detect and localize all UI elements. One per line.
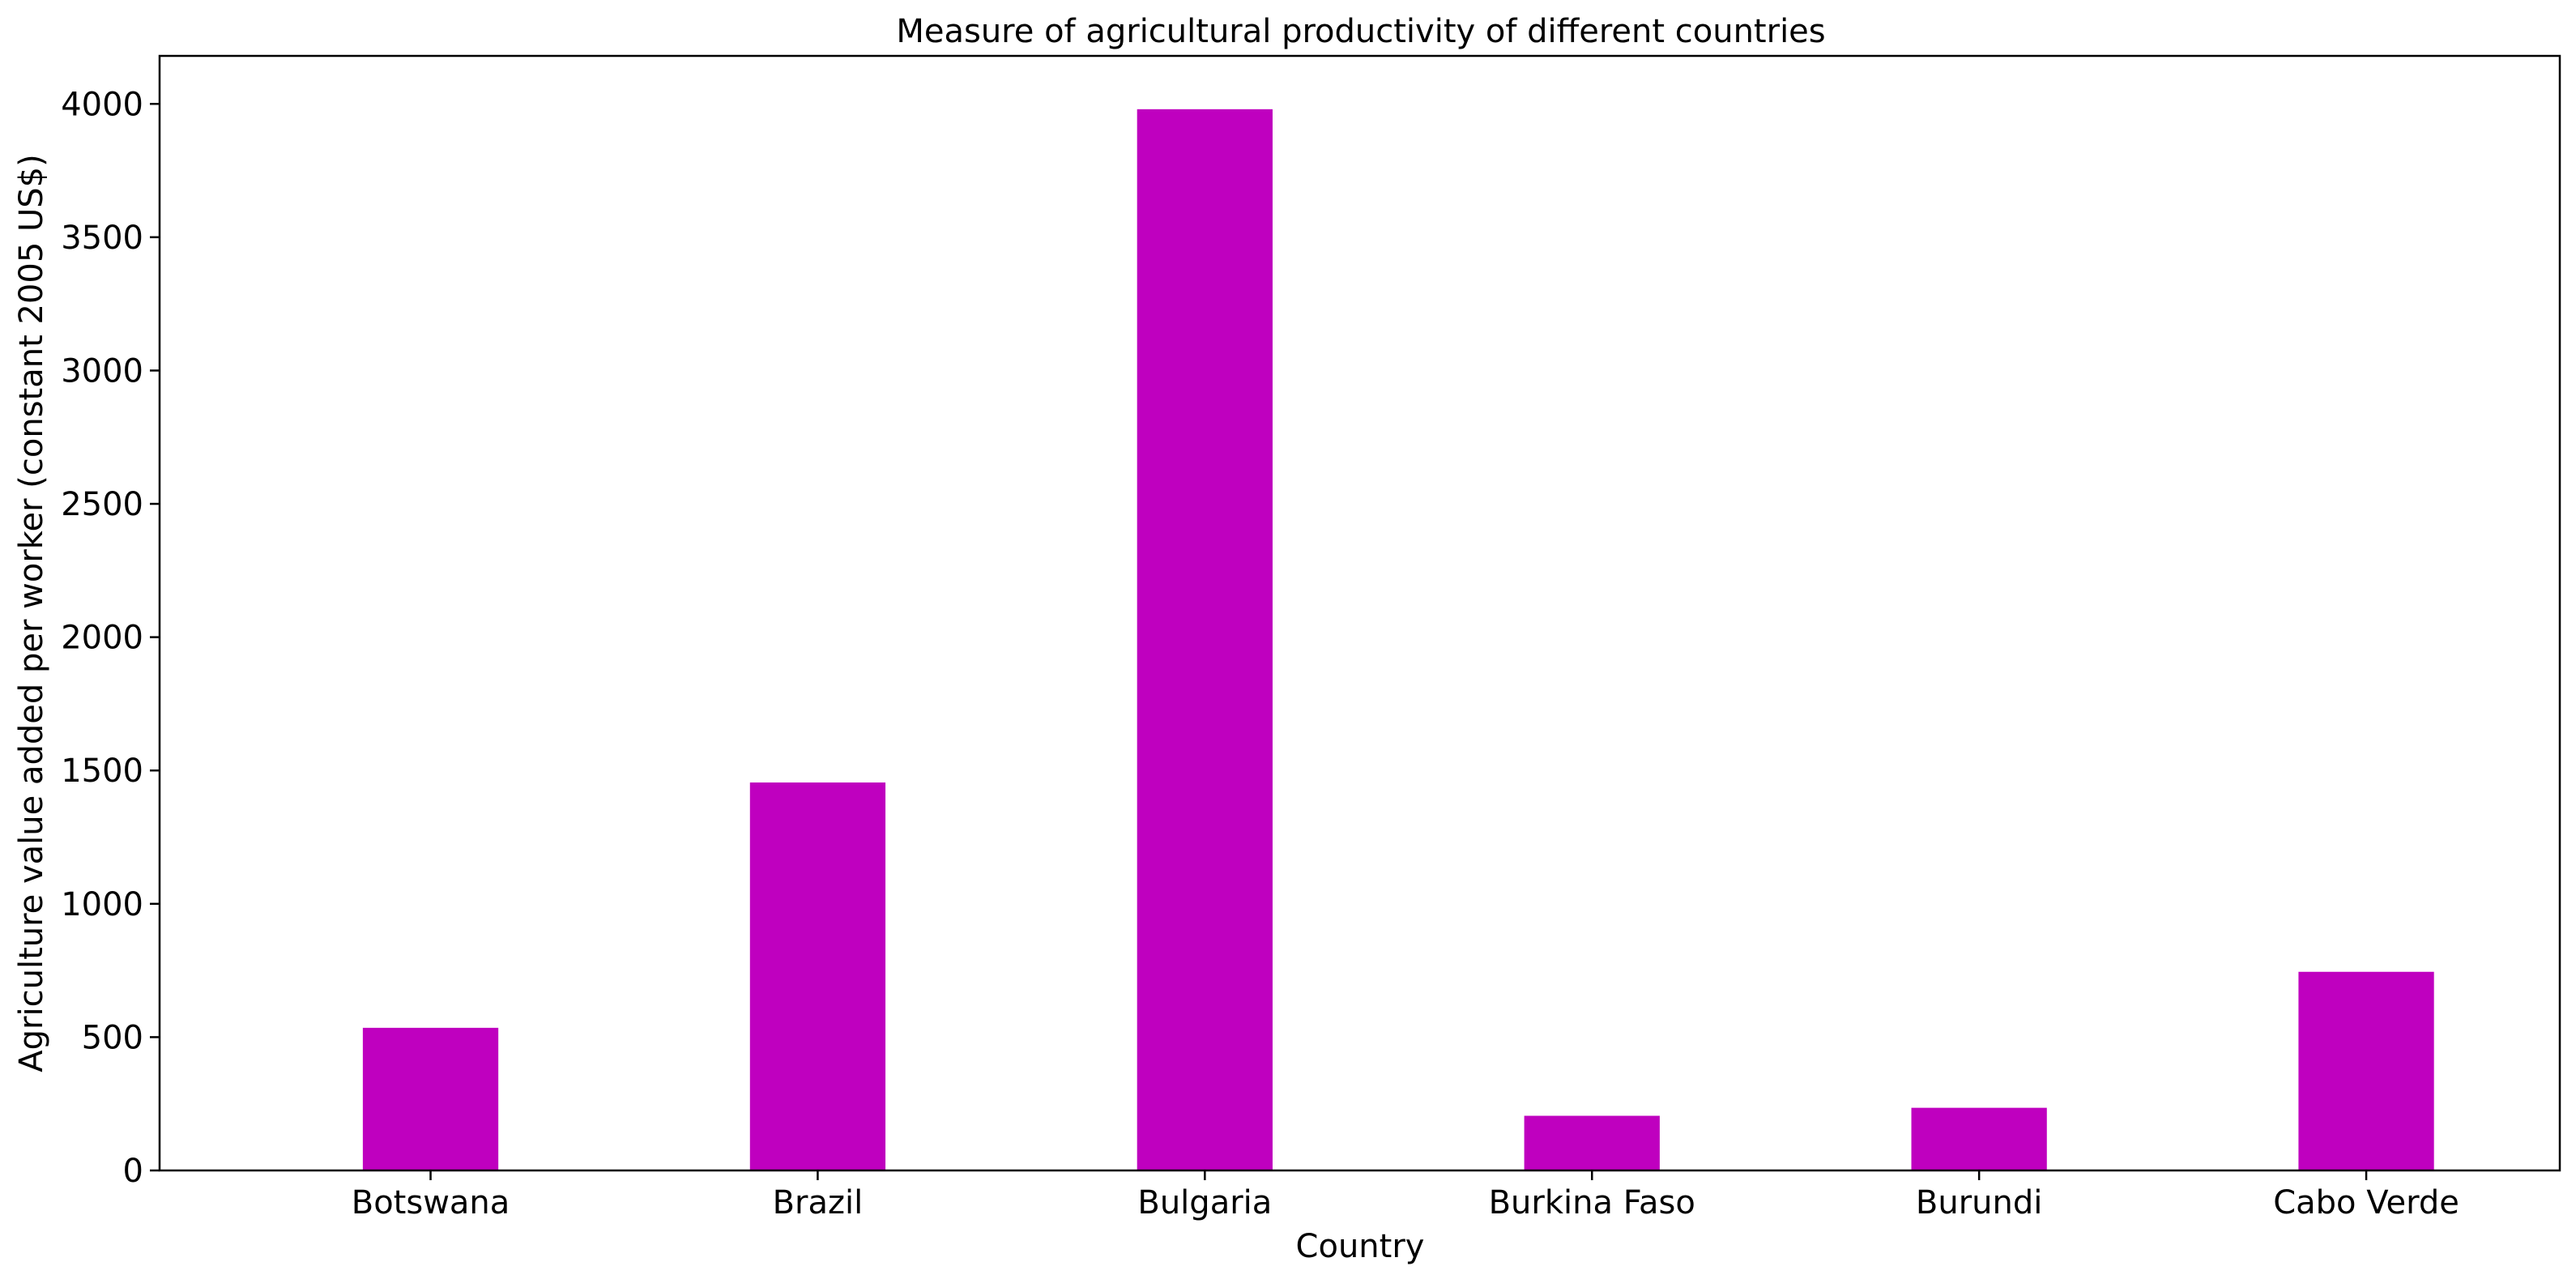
x-tick-label: Botswana	[352, 1184, 510, 1221]
y-tick-label: 3500	[61, 220, 143, 257]
bar-brazil	[749, 782, 886, 1170]
y-axis-title: Agriculture value added per worker (cons…	[13, 154, 50, 1072]
y-tick-label: 500	[82, 1019, 143, 1056]
bar-botswana	[362, 1027, 499, 1170]
chart-title: Measure of agricultural productivity of …	[896, 13, 1825, 50]
y-tick-label: 4000	[61, 86, 143, 123]
plot-frame	[158, 54, 2561, 1172]
bars-group	[362, 109, 2434, 1171]
x-tick-label: Burundi	[1916, 1184, 2042, 1221]
bar-bulgaria	[1137, 109, 1273, 1171]
x-tick-label: Brazil	[773, 1184, 864, 1221]
x-tick-label: Burkina Faso	[1489, 1184, 1695, 1221]
y-tick-label: 2000	[61, 620, 143, 657]
bar-burkina-faso	[1524, 1115, 1660, 1170]
x-tick-label: Bulgaria	[1137, 1184, 1272, 1221]
x-axis-ticks: Botswana Brazil Bulgaria Burkina Faso Burund…	[352, 1170, 2459, 1221]
y-tick-label: 0	[123, 1153, 143, 1190]
y-tick-label: 1000	[61, 886, 143, 923]
y-tick-label: 2500	[61, 486, 143, 523]
y-tick-label: 1500	[61, 752, 143, 790]
bar-cabo-verde	[2298, 971, 2434, 1170]
y-tick-label: 3000	[61, 352, 143, 390]
bar-burundi	[1911, 1107, 2047, 1170]
y-axis-ticks: 0 500 1000 1500 2000 2500 3000 3500 4000	[61, 86, 160, 1190]
x-tick-label: Cabo Verde	[2273, 1184, 2459, 1221]
x-axis-title: Country	[1296, 1228, 1425, 1265]
